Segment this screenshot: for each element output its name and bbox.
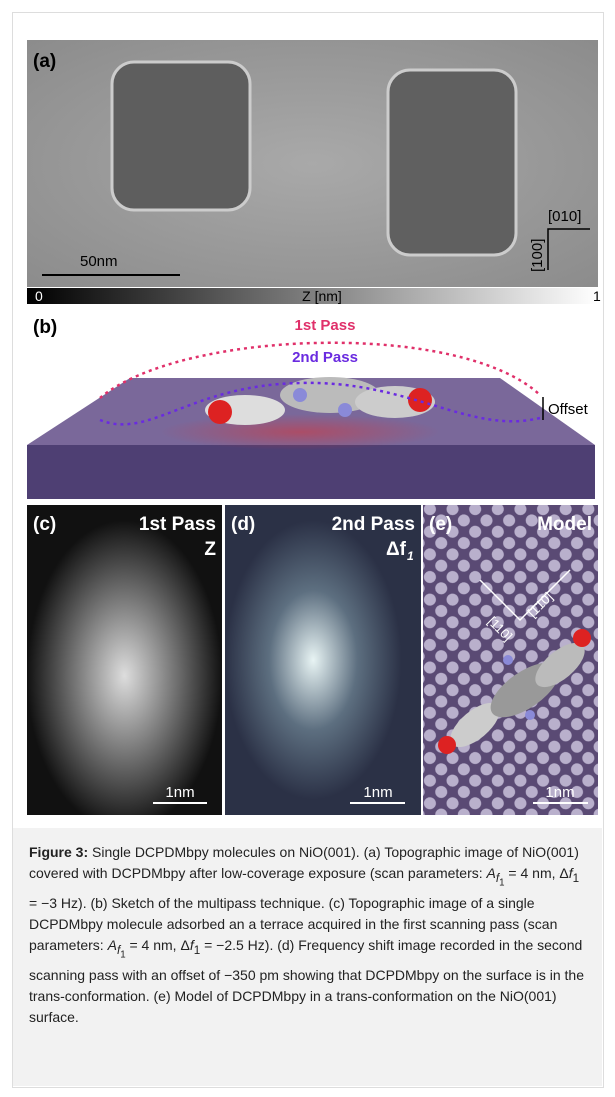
scale-label: 50nm <box>80 253 118 270</box>
figure: (a) 50nm [010] [100] 0 Z [nm] 1 (b) 1st … <box>0 0 615 825</box>
channel-label: Z <box>204 539 216 560</box>
pass-label: 1st Pass <box>295 317 356 334</box>
panel-title: Model <box>537 514 592 535</box>
caption-symbol: A <box>487 865 496 881</box>
caption-sub: f1 <box>117 944 126 957</box>
direction-label: [100] <box>529 239 546 272</box>
shadow <box>160 414 440 450</box>
panel-title: 1st Pass <box>139 514 216 535</box>
hole <box>112 62 250 210</box>
channel-label: Δf <box>386 539 407 560</box>
hole <box>388 70 516 255</box>
pass-label: 2nd Pass <box>292 349 358 366</box>
colorbar-min: 0 <box>35 288 43 304</box>
colorbar-max: 1 <box>593 288 601 304</box>
caption: Figure 3: Single DCPDMbpy molecules on N… <box>13 828 602 1086</box>
panel-label: (e) <box>429 514 452 535</box>
caption-sub: f1 <box>496 872 505 885</box>
scale-label: 1nm <box>545 784 574 801</box>
slab-side <box>27 445 595 499</box>
panel-label: (d) <box>231 514 255 535</box>
panel-label: (c) <box>33 514 56 535</box>
caption-text: = 4 nm, Δ <box>126 937 190 953</box>
colorbar-label: Z [nm] <box>302 288 342 304</box>
panel-title: 2nd Pass <box>332 514 415 535</box>
offset-label: Offset <box>548 401 589 418</box>
panel-label: (b) <box>33 317 57 338</box>
caption-sub: 1 <box>573 872 579 885</box>
direction-label: [010] <box>548 208 581 225</box>
scale-label: 1nm <box>165 784 194 801</box>
panel-label: (a) <box>33 51 56 72</box>
caption-text: = 4 nm, Δ <box>505 865 569 881</box>
scale-label: 1nm <box>363 784 392 801</box>
caption-symbol: A <box>108 937 117 953</box>
caption-label: Figure 3: <box>29 844 88 860</box>
scan-image <box>27 505 222 815</box>
channel-subscript: 1 <box>407 549 414 563</box>
